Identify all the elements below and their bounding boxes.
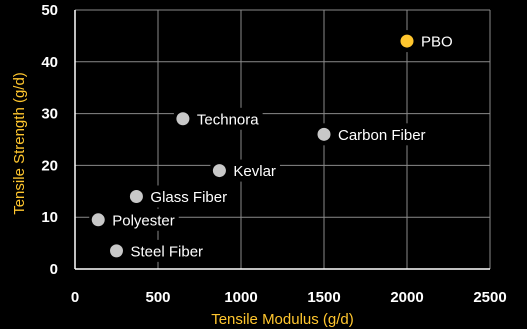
point-label: Kevlar xyxy=(233,163,276,180)
point-label-backdrop xyxy=(210,159,280,182)
x-tick-label: 2500 xyxy=(473,289,506,306)
point-label: Polyester xyxy=(112,212,175,229)
point-kevlar: Kevlar xyxy=(210,159,280,182)
point-label-backdrop xyxy=(173,107,263,130)
y-tick-label: 0 xyxy=(50,261,58,278)
point-marker xyxy=(129,189,143,203)
point-pbo: PBO xyxy=(398,30,457,53)
point-label: Glass Fiber xyxy=(150,189,227,206)
point-glass-fiber: Glass Fiber xyxy=(127,185,232,208)
point-carbon-fiber: Carbon Fiber xyxy=(315,123,430,146)
x-tick-label: 1000 xyxy=(224,289,257,306)
point-marker xyxy=(110,244,123,258)
x-axis-title: Tensile Modulus (g/d) xyxy=(211,311,354,328)
point-label-backdrop xyxy=(315,123,430,146)
x-tick-label: 2000 xyxy=(390,289,423,306)
point-marker xyxy=(317,127,331,141)
point-marker xyxy=(212,164,226,178)
point-label-backdrop xyxy=(398,30,457,53)
x-tick-label: 0 xyxy=(71,289,79,306)
tick-labels: 0 500 1000 1500 2000 2500 0 10 20 30 40 50 xyxy=(41,2,506,306)
data-points: PBO Technora Carbon Fiber Kevlar Glass Fiber… xyxy=(89,30,457,262)
point-label-backdrop xyxy=(127,185,232,208)
y-tick-label: 20 xyxy=(41,157,58,174)
point-label: PBO xyxy=(421,34,453,51)
point-label: Technora xyxy=(197,111,259,128)
x-tick-label: 500 xyxy=(145,289,170,306)
point-polyester: Polyester xyxy=(89,208,179,231)
y-tick-label: 50 xyxy=(41,2,58,19)
x-tick-label: 1500 xyxy=(307,289,340,306)
point-technora: Technora xyxy=(173,107,263,130)
point-label-backdrop xyxy=(107,239,208,262)
y-tick-label: 30 xyxy=(41,106,58,123)
y-axis-title: Tensile Strength (g/d) xyxy=(11,72,28,215)
point-steel-fiber: Steel Fiber xyxy=(107,239,208,262)
y-tick-label: 40 xyxy=(41,54,58,71)
point-label-backdrop xyxy=(89,208,179,231)
point-marker xyxy=(400,34,414,48)
y-tick-label: 10 xyxy=(41,209,58,226)
point-label: Carbon Fiber xyxy=(338,127,426,144)
point-marker xyxy=(176,112,190,126)
point-label: Steel Fiber xyxy=(131,243,204,260)
point-marker xyxy=(91,213,105,227)
